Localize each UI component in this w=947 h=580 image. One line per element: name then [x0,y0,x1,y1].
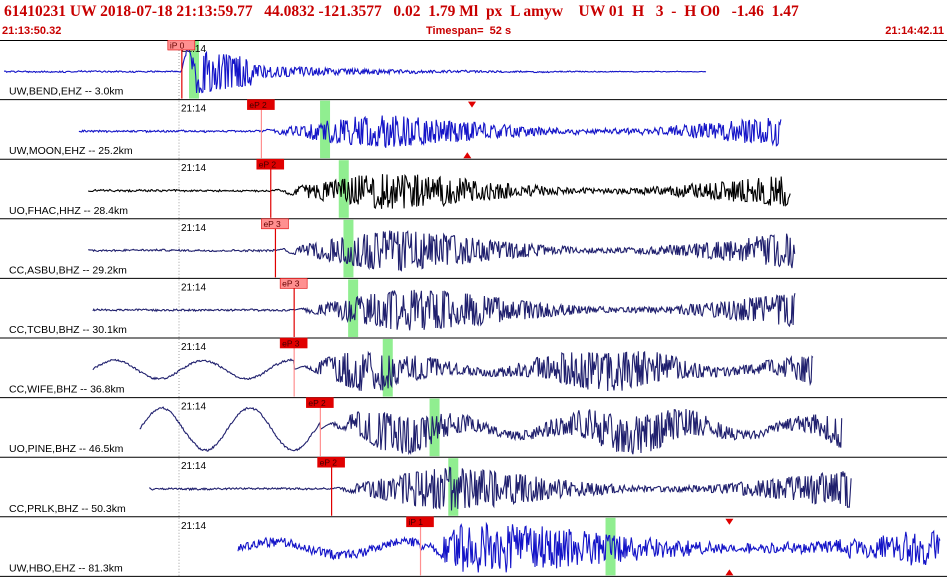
station-channel-label: UO,PINE,BHZ -- 46.5km [9,443,124,455]
minute-tick-label: 21:14 [181,104,206,115]
origin-code: O0 [700,3,720,20]
event-header: 61410231 UW 2018-07-18 21:13:59.77 44.08… [0,0,947,40]
magnitude-flag: px [485,3,503,20]
p-pick-label: iP 0 [170,40,185,50]
waveform-trace[interactable] [87,174,791,210]
value-a: -1.46 [731,3,764,20]
event-id: 61410231 [4,3,66,20]
p-pick-label: eP 3 [282,279,300,289]
p-pick-label: eP 2 [249,100,267,110]
analyst: amyw [523,3,564,20]
p-pick-label-box[interactable] [256,158,285,170]
event-datetime: 2018-07-18 21:13:59.77 [100,3,253,20]
waveform-trace[interactable] [88,230,796,272]
event-depth: 0.02 [393,3,421,20]
p-pick-label-box[interactable] [167,40,196,51]
station-channel-label: UW,MOON,EHZ -- 25.2km [9,145,133,157]
p-pick-label-box[interactable] [261,218,289,230]
p-pick-label: eP 3 [282,338,300,348]
seismogram-panels[interactable]: 21:14 iP 0 UW,BEND,EHZ -- 3.0km 21:14 eP 2 UW… [0,40,947,580]
station-channel-label: UW,BEND,EHZ -- 3.0km [9,86,124,98]
station-channel-label: CC,ASBU,BHZ -- 29.2km [9,264,127,276]
event-source: UW [578,3,605,20]
minute-tick-label: 21:14 [181,282,206,293]
waveform-trace[interactable] [3,47,707,94]
minute-tick-label: 21:14 [181,521,206,532]
value-b: 1.47 [771,3,799,20]
p-pick-label: eP 2 [308,398,326,408]
p-pick-label-box[interactable] [247,99,275,110]
quality-a: H [632,3,645,20]
event-version: 01 [608,3,625,20]
station-channel-label: UW,HBO,EHZ -- 81.3km [9,562,123,574]
station-channel-label: CC,WIFE,BHZ -- 36.8km [9,384,125,396]
p-pick-label: iP 1 [409,517,424,527]
s-pick-window[interactable] [429,398,440,457]
event-latitude: 44.0832 [264,3,315,20]
minute-tick-label: 21:14 [181,223,206,234]
waveform-trace[interactable] [149,466,852,511]
quality-b: 3 [655,3,664,20]
p-pick-label: eP 3 [263,219,281,229]
minute-tick-label: 21:14 [181,342,206,353]
amplitude-marker-top[interactable] [725,518,734,525]
event-type: L [510,3,520,20]
p-pick-label-box[interactable] [279,278,308,289]
amplitude-marker-bottom[interactable] [725,569,734,576]
s-pick-window[interactable] [348,279,359,337]
window-end-time: 21:14:42.11 [885,25,944,37]
p-pick-label-box[interactable] [317,456,345,468]
minute-tick-label: 21:14 [181,461,206,472]
minute-tick-label: 21:14 [181,163,206,174]
waveform-trace[interactable] [237,521,941,573]
s-pick-window[interactable] [189,41,200,99]
waveform-trace[interactable] [92,289,796,331]
amplitude-marker-top[interactable] [468,101,476,108]
event-summary-line: 61410231 UW 2018-07-18 21:13:59.77 44.08… [4,3,799,21]
timespan-label: Timespan= 52 s [426,25,512,37]
quality-c: H [684,3,697,20]
waveform-trace[interactable] [139,406,843,456]
window-start-time: 21:13:50.32 [2,25,62,37]
amplitude-marker-bottom[interactable] [463,152,472,159]
station-channel-label: CC,TCBU,BHZ -- 30.1km [9,324,127,336]
s-pick-window[interactable] [382,339,393,397]
p-pick-label: eP 2 [259,160,277,170]
event-magnitude: 1.79 Ml [428,3,479,20]
event-longitude: -121.3577 [318,3,382,20]
station-channel-label: CC,PRLK,BHZ -- 50.3km [9,503,126,515]
quality-dash: - [671,3,677,20]
p-pick-label-box[interactable] [306,397,334,408]
minute-tick-label: 21:14 [181,402,206,413]
waveform-trace[interactable] [78,115,782,148]
waveform-trace[interactable] [92,350,814,392]
station-channel-label: UO,FHAC,HHZ -- 28.4km [9,205,128,217]
p-pick-label: eP 2 [320,458,338,468]
event-network: UW [69,3,97,20]
p-pick-label-box[interactable] [279,337,308,349]
p-pick-label-box[interactable] [406,516,434,528]
